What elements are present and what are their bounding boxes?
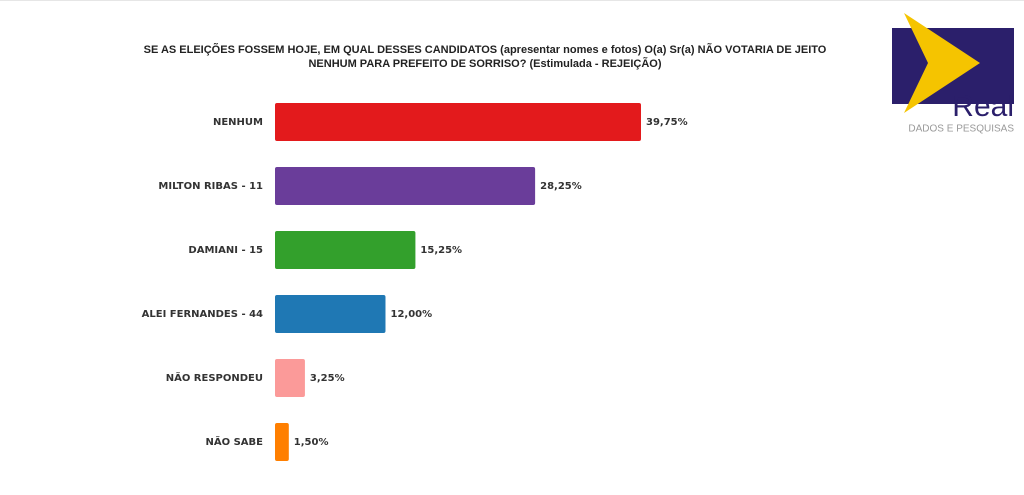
value-label: 15,25%	[420, 245, 462, 256]
value-label: 12,00%	[390, 309, 432, 320]
category-label: NÃO RESPONDEU	[166, 371, 263, 384]
logo-tagline: DADOS E PESQUISAS	[908, 124, 1014, 135]
category-label: NÃO SABE	[206, 435, 264, 448]
bar	[275, 359, 305, 397]
logo: Real DADOS E PESQUISAS	[892, 13, 1014, 135]
bar	[275, 103, 641, 141]
logo-name: Real	[952, 90, 1014, 123]
value-label: 39,75%	[646, 117, 688, 128]
value-label: 3,25%	[310, 373, 345, 384]
bar	[275, 167, 536, 205]
category-label: DAMIANI - 15	[188, 245, 263, 256]
value-label: 1,50%	[294, 437, 329, 448]
logo-arrow	[904, 13, 980, 113]
bar	[275, 295, 386, 333]
bar	[275, 423, 289, 461]
chart-title: SE AS ELEIÇÕES FOSSEM HOJE, EM QUAL DESS…	[143, 44, 827, 70]
bar	[275, 231, 416, 269]
category-label: NENHUM	[213, 117, 263, 128]
value-label: 28,25%	[540, 181, 582, 192]
category-label: ALEI FERNANDES - 44	[142, 309, 263, 320]
category-label: MILTON RIBAS - 11	[158, 181, 263, 192]
